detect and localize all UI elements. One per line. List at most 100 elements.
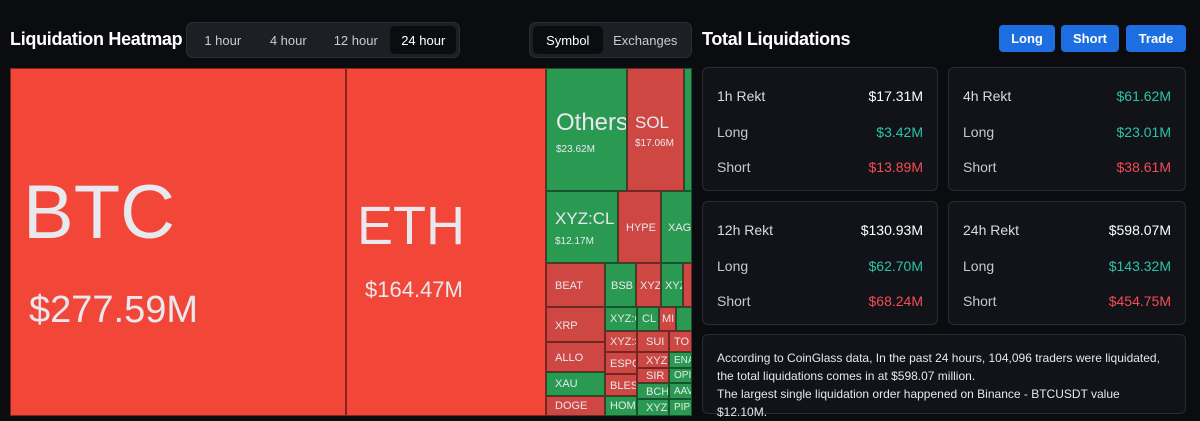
- tile-value: $17.06M: [635, 138, 674, 149]
- rekt-card-1h: 1h Rekt $17.31M Long $3.42M Short $13.89M: [702, 67, 938, 191]
- heatmap-tile-bles[interactable]: BLES: [605, 374, 637, 396]
- heatmap-tile-eth[interactable]: ETH $164.47M: [346, 68, 546, 416]
- heatmap-tile-sir[interactable]: SIR: [637, 368, 669, 383]
- total-liquidations-title: Total Liquidations: [702, 29, 851, 49]
- heatmap-tile-small[interactable]: [683, 263, 692, 307]
- heatmap-tile-bsb[interactable]: BSB: [605, 263, 636, 307]
- heatmap-tile-small[interactable]: [684, 68, 692, 191]
- tile-symbol: ENA: [674, 355, 691, 366]
- tile-symbol: XAU: [555, 378, 578, 390]
- tile-symbol: XYZ: [640, 280, 661, 292]
- tile-value: $23.62M: [556, 144, 595, 155]
- view-symbol-tab[interactable]: Symbol: [533, 26, 603, 54]
- trade-button[interactable]: Trade: [1126, 25, 1186, 52]
- tile-symbol: ALLO: [555, 352, 584, 364]
- rekt-card-4h: 4h Rekt $61.62M Long $23.01M Short $38.61M: [948, 67, 1186, 191]
- tile-value: $277.59M: [29, 289, 199, 331]
- heatmap-tile-cl[interactable]: CL: [637, 307, 659, 331]
- tile-symbol: PIP: [674, 402, 691, 413]
- summary-text: According to CoinGlass data, In the past…: [717, 351, 1160, 383]
- tile-symbol: MI: [662, 313, 675, 325]
- card-long-value: $3.42M: [876, 124, 923, 140]
- heatmap-tile-sol[interactable]: SOL $17.06M: [627, 68, 684, 191]
- tile-symbol: BCH: [646, 386, 669, 398]
- heatmap-tile-xyz[interactable]: XYZ: [661, 263, 683, 307]
- tile-symbol: BSB: [611, 280, 634, 292]
- heatmap-tile-xyz[interactable]: XYZ: [637, 399, 669, 416]
- timeframe-4h-tab[interactable]: 4 hour: [269, 32, 307, 48]
- tile-symbol: OPI: [674, 370, 692, 381]
- heatmap-tile-aav[interactable]: AAV: [669, 383, 692, 399]
- tile-symbol: SIR: [646, 370, 665, 382]
- heatmap-tile-opi[interactable]: OPI: [669, 368, 692, 383]
- heatmap-tile-doge[interactable]: DOGE: [546, 396, 605, 416]
- heatmap-tile-xyz[interactable]: XYZ: [637, 352, 669, 368]
- heatmap-tile-xau[interactable]: XAU: [546, 372, 605, 396]
- heatmap-tile-beat[interactable]: BEAT: [546, 263, 605, 307]
- heatmap-tile-bch[interactable]: BCH: [637, 383, 669, 399]
- tile-symbol: HYPE: [626, 222, 656, 234]
- heatmap-tile-ena[interactable]: ENA: [669, 352, 692, 368]
- tile-symbol: ESPO: [610, 358, 636, 370]
- tile-symbol: SOL: [635, 113, 670, 132]
- timeframe-selector: 1 hour 4 hour 12 hour 24 hour: [186, 22, 460, 58]
- tile-symbol: XYZ: [665, 280, 682, 292]
- liquidation-summary: According to CoinGlass data, In the past…: [702, 334, 1186, 419]
- heatmap-tile-sui[interactable]: SUI: [637, 331, 669, 352]
- heatmap-tile-small[interactable]: [676, 307, 692, 331]
- heatmap-tile-to[interactable]: TO: [669, 331, 692, 352]
- short-button[interactable]: Short: [1061, 25, 1119, 52]
- tile-symbol: BTC: [23, 170, 175, 255]
- long-button[interactable]: Long: [999, 25, 1055, 52]
- timeframe-24h-tab[interactable]: 24 hour: [390, 26, 456, 54]
- heatmap-tile-btc[interactable]: BTC $277.59M: [10, 68, 346, 416]
- tile-symbol: XYZ: [646, 355, 668, 367]
- card-short-value: $68.24M: [868, 293, 923, 309]
- heatmap-tile-xyz-cl[interactable]: XYZ:CL: [605, 307, 637, 331]
- largest-order-text: The largest single liquidation order hap…: [717, 387, 1120, 419]
- rekt-card-12h: 12h Rekt $130.93M Long $62.70M Short $68.24…: [702, 201, 938, 325]
- tile-symbol: ETH: [357, 196, 465, 256]
- tile-value: $12.17M: [555, 236, 594, 247]
- heatmap-tile-xrp[interactable]: XRP: [546, 307, 605, 342]
- heatmap-tile-others[interactable]: Others $23.62M: [546, 68, 627, 191]
- card-title: 24h Rekt: [963, 222, 1020, 238]
- card-short-label: Short: [717, 159, 751, 175]
- tile-symbol: XYZ:S: [610, 336, 636, 348]
- timeframe-1h-tab[interactable]: 1 hour: [204, 32, 242, 48]
- card-long-label: Long: [963, 258, 995, 274]
- tile-symbol: XAG: [668, 222, 692, 234]
- card-title: 1h Rekt: [717, 88, 766, 104]
- card-short-label: Short: [717, 293, 751, 309]
- liquidation-heatmap: BTC $277.59M ETH $164.47M Others $23.62M…: [10, 68, 692, 416]
- tile-symbol: Others: [556, 109, 627, 136]
- card-long-label: Long: [717, 258, 749, 274]
- timeframe-12h-tab[interactable]: 12 hour: [333, 32, 378, 48]
- heatmap-tile-allo[interactable]: ALLO: [546, 342, 605, 372]
- card-total: $130.93M: [860, 222, 923, 238]
- heatmap-tile-xyz-s[interactable]: XYZ:S: [605, 331, 637, 352]
- heatmap-tile-xyz[interactable]: XYZ: [636, 263, 661, 307]
- card-short-label: Short: [963, 159, 997, 175]
- tile-symbol: BEAT: [555, 280, 583, 292]
- card-long-value: $62.70M: [868, 258, 923, 274]
- heatmap-tile-espo[interactable]: ESPO: [605, 352, 637, 374]
- card-long-value: $143.32M: [1108, 258, 1171, 274]
- card-title: 4h Rekt: [963, 88, 1012, 104]
- card-short-value: $13.89M: [868, 159, 923, 175]
- view-selector: Symbol Exchanges: [529, 22, 692, 58]
- heatmap-tile-pip[interactable]: PIP: [669, 399, 692, 416]
- heatmap-tile-xyz-cl[interactable]: XYZ:CL $12.17M: [546, 191, 618, 263]
- card-total: $61.62M: [1116, 88, 1171, 104]
- heatmap-tile-hom[interactable]: HOM: [605, 396, 637, 416]
- view-exchanges-tab[interactable]: Exchanges: [613, 32, 678, 48]
- heatmap-tile-mi[interactable]: MI: [659, 307, 676, 331]
- heatmap-tile-hype[interactable]: HYPE: [618, 191, 661, 263]
- tile-symbol: HOM: [610, 400, 636, 412]
- heatmap-tile-xag[interactable]: XAG: [661, 191, 692, 263]
- card-long-label: Long: [963, 124, 995, 140]
- card-short-label: Short: [963, 293, 997, 309]
- tile-symbol: TO: [674, 336, 690, 348]
- tile-symbol: SUI: [646, 336, 665, 348]
- tile-symbol: XYZ:CL: [555, 209, 615, 228]
